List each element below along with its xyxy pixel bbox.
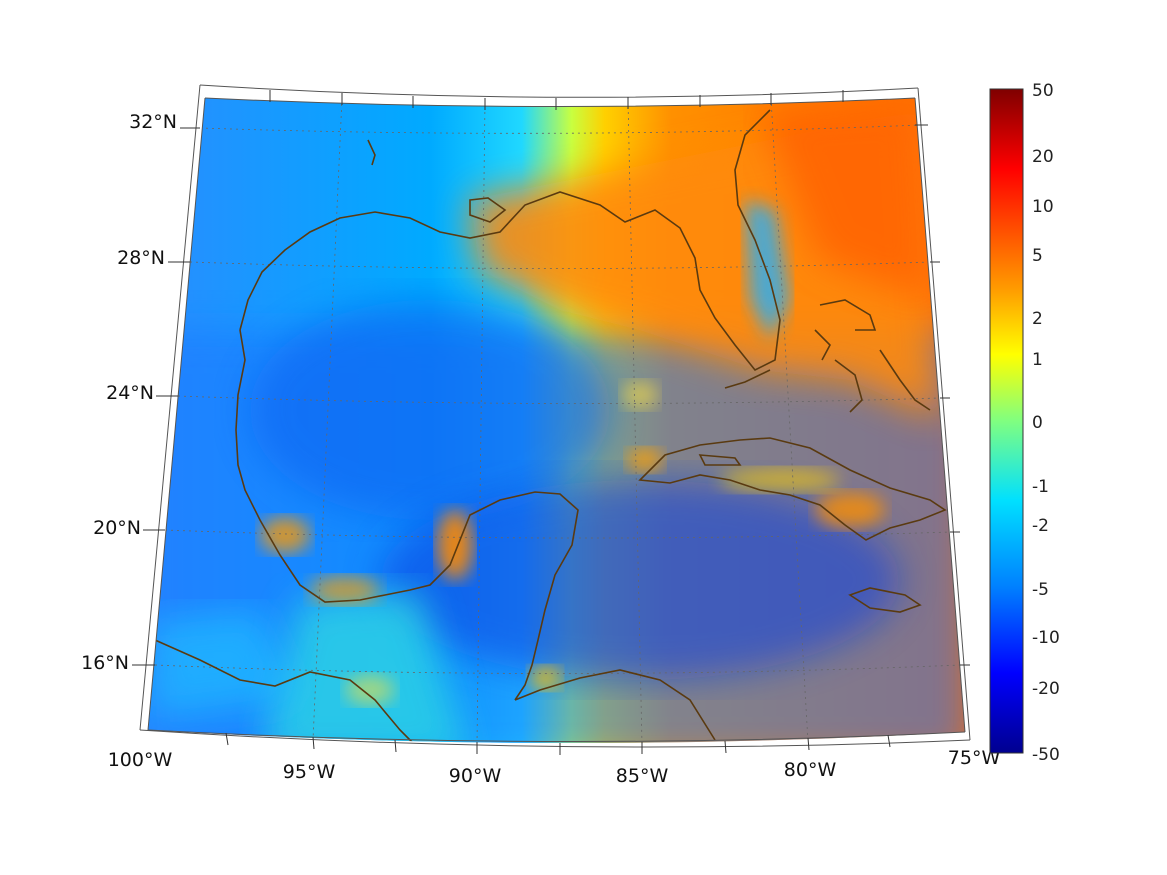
map-frame (139, 84, 971, 748)
lon-label-100w: 100°W (108, 749, 173, 771)
colorbar-tick-label: -2 (1032, 516, 1049, 536)
lat-label-16: 16°N (81, 652, 129, 674)
colorbar-tick-label: -1 (1032, 477, 1049, 497)
lon-label-75w: 75°W (948, 747, 1001, 769)
colorbar-ramp (989, 88, 1024, 754)
lon-label-85w: 85°W (616, 765, 669, 787)
colorbar-tick-label: 50 (1032, 81, 1054, 101)
frame-ticks (132, 90, 970, 755)
colorbar-tick-label: -20 (1032, 679, 1060, 699)
lat-label-28: 28°N (117, 247, 165, 269)
lat-label-24: 24°N (106, 382, 154, 404)
lon-labels: 100°W 95°W 90°W 85°W 80°W 75°W (108, 747, 1001, 787)
colorbar-tick-label: 1 (1032, 350, 1043, 370)
colorbar-tick-label: 2 (1032, 309, 1043, 329)
colorbar-tick-label: -5 (1032, 580, 1049, 600)
colorbar: 50 20 10 5 2 1 0 -1 -2 -5 -10 -20 -50 (989, 81, 1060, 765)
colorbar-tick-label: 20 (1032, 147, 1054, 167)
lat-label-32: 32°N (129, 111, 177, 133)
graticule (154, 98, 961, 744)
colorbar-tick-label: -10 (1032, 628, 1060, 648)
colorbar-tick-label: 10 (1032, 197, 1054, 217)
colorbar-tick-label: 5 (1032, 246, 1043, 266)
lat-label-20: 20°N (93, 517, 141, 539)
colorbar-tick-label: -50 (1032, 745, 1060, 765)
coastlines (154, 109, 947, 743)
colorbar-tick-label: 0 (1032, 413, 1043, 433)
lat-labels: 32°N 28°N 24°N 20°N 16°N (81, 111, 177, 674)
lon-label-80w: 80°W (784, 759, 837, 781)
lon-label-90w: 90°W (449, 765, 502, 787)
lon-label-95w: 95°W (283, 761, 336, 783)
data-field (148, 98, 965, 744)
